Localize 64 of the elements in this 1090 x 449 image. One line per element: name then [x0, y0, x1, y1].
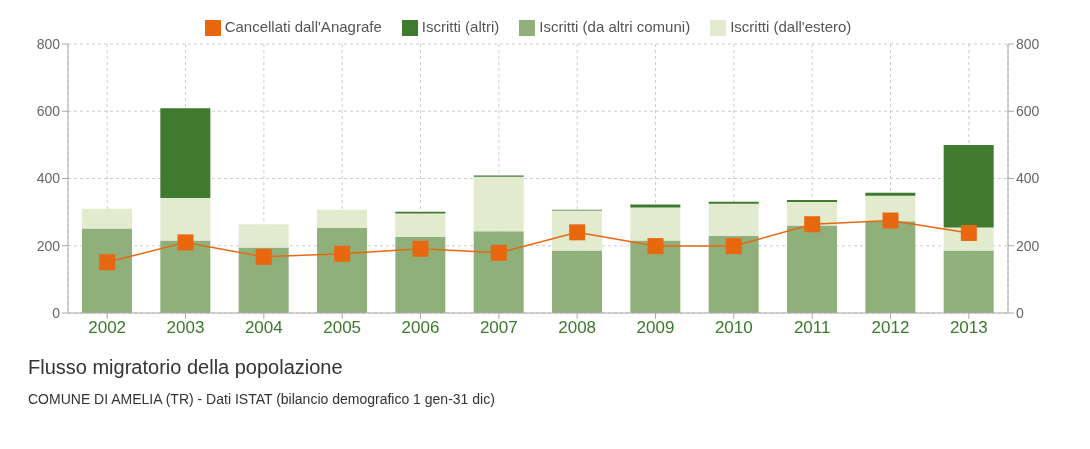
bar [82, 228, 132, 313]
x-tick-label: 2012 [871, 318, 910, 338]
point [490, 244, 507, 261]
x-tick-label: 2013 [949, 318, 988, 338]
y-tick-label: 200 [36, 237, 61, 254]
x-tick-label: 2010 [714, 318, 753, 338]
bar [82, 208, 132, 229]
legend-label: Iscritti (altri) [421, 18, 500, 35]
y-tick-label: 0 [52, 304, 61, 321]
bar [238, 224, 289, 248]
x-tick-label: 2011 [793, 318, 831, 338]
text: Flusso migratorio della popolazione [28, 356, 344, 379]
point [177, 234, 194, 251]
y-tick-label: 800 [36, 36, 61, 52]
bar [473, 231, 524, 313]
text: COMUNE DI AMELIA (TR) - Dati ISTAT (bilancio demografico 1 gen-31 dic) [28, 391, 496, 407]
bar [787, 225, 837, 313]
bar [317, 227, 367, 313]
bar [395, 237, 446, 313]
x-tick-label: 2004 [244, 318, 283, 338]
point [99, 254, 116, 271]
bar [473, 176, 524, 232]
legend-label: Cancellati dall'Anagrafe [224, 18, 382, 35]
y2-tick-label: 600 [1016, 103, 1040, 120]
y2-tick-label: 200 [1016, 237, 1040, 254]
legend-label: Iscritti (dall'estero) [730, 18, 852, 35]
y2-tick-label: 400 [1016, 170, 1040, 187]
bar [708, 201, 759, 204]
bar [160, 240, 211, 313]
x-tick-label: 2007 [479, 318, 518, 338]
x-tick-label: 2006 [401, 318, 440, 338]
bar [160, 198, 211, 241]
x-tick-label: 2009 [636, 318, 675, 338]
bar [787, 200, 837, 203]
x-tick-label: 2002 [88, 318, 127, 338]
bar [708, 235, 759, 313]
bar [943, 250, 994, 313]
y-tick-label: 600 [36, 103, 61, 120]
bar [865, 192, 916, 196]
x-tick-label: 2005 [323, 318, 362, 338]
x-tick-label: 2003 [166, 318, 205, 338]
x-tick-label: 2008 [558, 318, 597, 338]
bar [630, 240, 681, 313]
point [255, 248, 272, 265]
y2-tick-label: 0 [1016, 304, 1024, 321]
legend-label: Iscritti (da altri comuni) [539, 18, 691, 35]
bar [238, 247, 289, 313]
point [725, 238, 742, 255]
point [882, 212, 899, 229]
bar [552, 250, 602, 313]
bar [630, 204, 681, 208]
bar [708, 203, 759, 236]
bar [865, 221, 916, 313]
bar [943, 144, 994, 228]
y-tick-label: 400 [36, 170, 61, 187]
y2-tick-label: 800 [1016, 36, 1040, 52]
point [647, 238, 664, 255]
bar [630, 207, 681, 241]
bar [395, 213, 446, 238]
bar [160, 108, 211, 199]
point [804, 216, 821, 233]
point [334, 245, 351, 262]
bar [317, 209, 367, 228]
point [412, 240, 429, 257]
